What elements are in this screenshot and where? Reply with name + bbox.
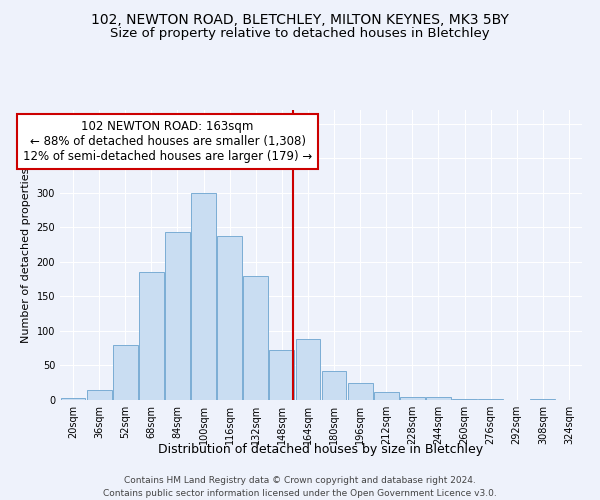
Bar xyxy=(217,236,242,400)
Bar xyxy=(113,345,137,400)
Text: 102, NEWTON ROAD, BLETCHLEY, MILTON KEYNES, MK3 5BY: 102, NEWTON ROAD, BLETCHLEY, MILTON KEYN… xyxy=(91,12,509,26)
Text: Size of property relative to detached houses in Bletchley: Size of property relative to detached ho… xyxy=(110,28,490,40)
Bar xyxy=(374,392,398,400)
Bar xyxy=(426,396,451,400)
Bar xyxy=(244,276,268,400)
Bar xyxy=(269,350,294,400)
Bar xyxy=(348,382,373,400)
Bar xyxy=(165,232,190,400)
Text: 102 NEWTON ROAD: 163sqm
← 88% of detached houses are smaller (1,308)
12% of semi: 102 NEWTON ROAD: 163sqm ← 88% of detache… xyxy=(23,120,312,164)
Bar xyxy=(191,193,216,400)
Bar xyxy=(139,272,164,400)
Bar xyxy=(322,371,346,400)
Bar xyxy=(296,339,320,400)
Text: Distribution of detached houses by size in Bletchley: Distribution of detached houses by size … xyxy=(158,442,484,456)
Bar xyxy=(61,398,85,400)
Bar xyxy=(400,396,425,400)
Bar xyxy=(87,390,112,400)
Bar xyxy=(452,398,477,400)
Text: Contains HM Land Registry data © Crown copyright and database right 2024.
Contai: Contains HM Land Registry data © Crown c… xyxy=(103,476,497,498)
Y-axis label: Number of detached properties: Number of detached properties xyxy=(21,168,31,342)
